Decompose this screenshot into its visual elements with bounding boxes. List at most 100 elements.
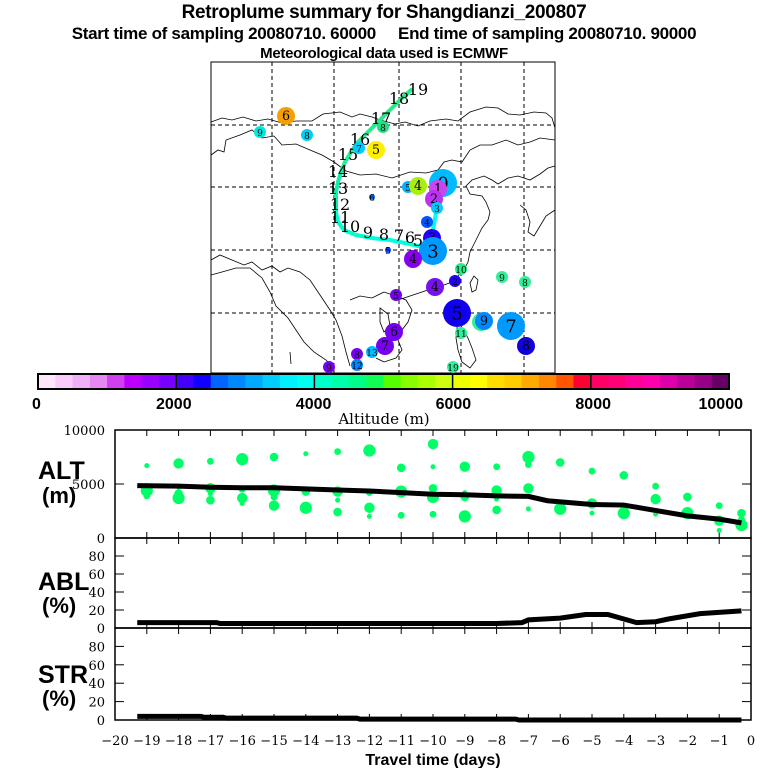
- plume-cluster-label: 2: [430, 191, 438, 206]
- colorbar-swatch: [107, 374, 125, 389]
- plume-cluster-label: 1: [434, 181, 442, 196]
- plume-cluster-label: 6: [282, 108, 290, 123]
- colorbar-swatch: [228, 374, 246, 389]
- plume-cluster-label: 7: [356, 145, 362, 155]
- alt-mean-line: [137, 483, 742, 526]
- plume-cluster-label: 13: [366, 349, 378, 359]
- colorbar-swatch: [297, 374, 315, 389]
- plume-cluster-marker: [421, 216, 433, 228]
- alt-scatter-point: [236, 453, 249, 466]
- trajectory-segment: [342, 228, 358, 237]
- alt-scatter-point: [396, 463, 406, 473]
- colorbar-swatch: [383, 374, 402, 389]
- island-mark: [289, 351, 292, 365]
- trajectory-segment: [398, 88, 413, 102]
- colorbar-swatch: [538, 374, 557, 389]
- colorbar-tick-label: 6000: [436, 396, 472, 413]
- plume-cluster-label: 9: [499, 274, 505, 284]
- border-north: [210, 106, 556, 129]
- alt-scatter-point: [270, 493, 278, 501]
- alt-scatter-point: [303, 451, 309, 457]
- y-tick-label: 40: [88, 586, 105, 601]
- alt-scatter-point: [239, 500, 245, 506]
- alt-scatter-point: [617, 507, 630, 520]
- x-tick-label: −3: [646, 734, 665, 749]
- alt-scatter-point: [269, 452, 279, 462]
- x-tick-label: −15: [260, 734, 287, 749]
- altitude-colorbar: [37, 373, 730, 390]
- alt-scatter-point: [737, 508, 746, 518]
- x-tick-label: −5: [582, 734, 601, 749]
- colorbar-tick-labels: 0 2000 4000 6000 8000 10000: [32, 396, 743, 413]
- colorbar-tick-label: 4000: [296, 396, 332, 413]
- alt-scatter-point: [334, 448, 341, 455]
- plume-cluster-label: 8: [354, 351, 360, 361]
- plume-cluster-marker: [447, 361, 459, 373]
- plume-cluster-label: 5: [393, 292, 399, 302]
- colorbar-swatch: [314, 374, 333, 389]
- coast-korea: [519, 204, 556, 237]
- trajectory-segment: [356, 130, 370, 144]
- colorbar-swatch: [193, 374, 212, 389]
- colorbar-swatch: [469, 374, 488, 389]
- alt-scatter-point: [363, 444, 376, 457]
- str-panel-line: [137, 713, 742, 723]
- trajectory-segment: [388, 238, 407, 245]
- x-tick-label: −14: [292, 734, 319, 749]
- plume-cluster-label: 7: [505, 316, 516, 337]
- y-tick-label: 60: [88, 568, 105, 583]
- plume-cluster-label: 10: [455, 266, 467, 276]
- alt-scatter-point: [554, 502, 567, 515]
- plume-cluster-marker: [455, 327, 467, 339]
- plume-cluster-marker: [404, 250, 422, 268]
- plume-cluster-marker: [519, 276, 531, 288]
- plume-cluster-label: 5: [372, 142, 380, 157]
- trajectory-day-label: 13: [328, 179, 348, 198]
- y-tick-label: 0: [97, 532, 105, 547]
- str-panel-frame: [114, 627, 752, 721]
- plume-cluster-label: 5: [451, 303, 462, 324]
- colorbar-swatch: [158, 374, 177, 389]
- plume-cluster-marker: [366, 346, 378, 358]
- colorbar-swatch: [487, 374, 505, 389]
- colorbar-tick-label: 0: [32, 396, 41, 413]
- colorbar-swatch: [590, 374, 609, 389]
- plume-cluster-marker: [351, 348, 363, 360]
- coast-indochina: [349, 291, 413, 363]
- alt-scatter-point: [683, 492, 692, 502]
- trajectory-day-label: 15: [338, 145, 358, 164]
- trajectory-day-label: 6: [405, 228, 415, 247]
- colorbar-tick-label: 10000: [699, 396, 744, 413]
- colorbar-swatch: [331, 374, 350, 389]
- alt-scatter-point: [430, 464, 436, 470]
- alt-scatter-point: [588, 467, 596, 475]
- plume-clusters: 6988756540123433451042985567911678813129…: [254, 107, 535, 374]
- plume-cluster-label: 19: [447, 364, 459, 374]
- coast-china: [397, 165, 556, 301]
- alt-panel-label: ALT: [38, 457, 85, 485]
- alt-scatter-point: [523, 483, 534, 494]
- alt-scatter-point: [652, 482, 659, 490]
- alt-scatter-point: [366, 513, 372, 519]
- trajectory-segment: [370, 236, 392, 242]
- str-panel-label: STR: [38, 661, 88, 689]
- alt-scatter-point: [333, 507, 342, 517]
- x-tick-label: −13: [324, 734, 351, 749]
- y-tick-label: 20: [88, 604, 105, 619]
- alt-scatter-point: [364, 502, 375, 513]
- alt-scatter-point: [525, 461, 532, 468]
- trajectory-day-label: 19: [408, 80, 428, 99]
- alt-scatter-point: [427, 438, 439, 450]
- plume-cluster-label: 8: [304, 132, 310, 142]
- alt-scatter-point: [335, 497, 341, 503]
- trajectory-segment: [376, 110, 390, 124]
- alt-scatter-point: [589, 510, 595, 516]
- plume-cluster-marker: [277, 107, 295, 125]
- plume-cluster-label: 2: [452, 278, 458, 288]
- colorbar-swatch: [124, 374, 143, 389]
- colorbar-swatch: [642, 374, 661, 389]
- plume-cluster-marker: [385, 247, 391, 253]
- plume-cluster-label: 8: [522, 338, 530, 353]
